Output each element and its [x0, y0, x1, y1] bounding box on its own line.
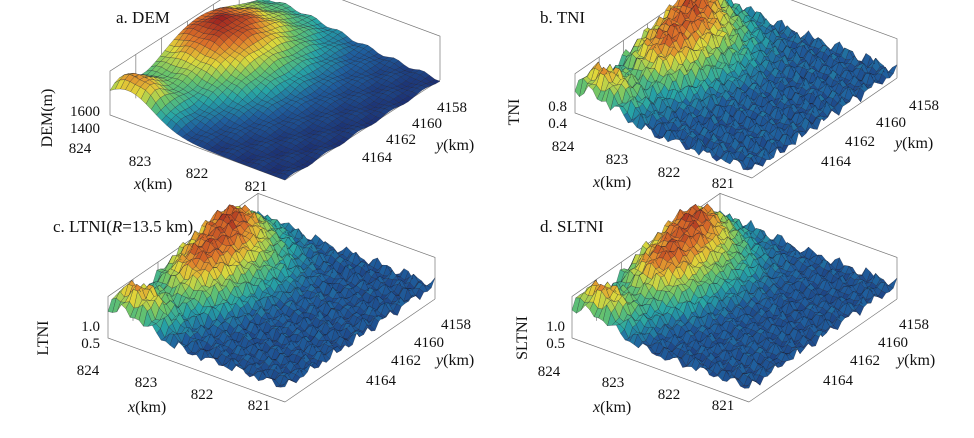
surface-facet — [574, 78, 584, 97]
x-tick-label: 824 — [69, 141, 92, 157]
dem-surface — [109, 0, 441, 181]
panel-d-sltni: d. SLTNI SLTNI 1.0 0.5 824 823 822 821 x… — [487, 192, 974, 438]
x-axis-label: x(km) — [133, 176, 172, 193]
y-tick-label: 4158 — [437, 100, 467, 116]
tni-surface-chart: b. TNI TNI 0.8 0.4 824 823 822 821 x(km)… — [506, 0, 939, 192]
x-tick-label: 823 — [135, 375, 158, 391]
x-tick-label: 822 — [186, 166, 209, 182]
y-tick-label: 4164 — [821, 154, 852, 170]
axis-box-line — [748, 298, 898, 403]
x-tick-label: 822 — [191, 387, 214, 403]
y-tick-label: 4160 — [414, 335, 444, 351]
y-tick-label: 4160 — [412, 116, 442, 132]
panel-c-ltni: c. LTNI(R=13.5 km) LTNI 1.0 0.5 824 823 … — [0, 192, 487, 438]
axis-box-line — [284, 298, 436, 403]
surface-facet — [107, 297, 117, 313]
x-tick-label: 821 — [245, 179, 268, 195]
y-axis-label: y(km) — [434, 352, 474, 369]
axis-box-line — [264, 0, 441, 80]
y-tick-label: 4162 — [386, 132, 416, 148]
z-axis-label: LTNI — [35, 321, 52, 356]
surface-facet — [888, 64, 898, 74]
z-tick-label: 0.4 — [548, 116, 567, 132]
y-tick-label: 4162 — [845, 134, 875, 150]
panel-a-dem: a. DEM DEM(m) 1600 1400 824 823 822 821 … — [0, 0, 487, 219]
y-axis-label: y(km) — [893, 135, 933, 152]
x-tick-label: 824 — [552, 139, 575, 155]
x-tick-label: 822 — [658, 165, 681, 181]
y-tick-label: 4158 — [441, 317, 471, 333]
z-tick-label: 1.0 — [81, 319, 100, 335]
y-tick-label: 4158 — [909, 98, 939, 114]
axis-box-line — [719, 0, 898, 78]
x-tick-label: 824 — [77, 363, 100, 379]
ltni-surface — [107, 204, 436, 388]
z-axis-label: DEM(m) — [39, 89, 56, 148]
x-axis-label: x(km) — [127, 399, 166, 416]
x-tick-label: 823 — [129, 154, 152, 170]
panel-title: c. LTNI(R=13.5 km) — [53, 217, 193, 236]
y-axis-label: y(km) — [434, 137, 474, 154]
dem-surface-chart: a. DEM DEM(m) 1600 1400 824 823 822 821 … — [39, 0, 474, 195]
x-axis-label: x(km) — [592, 174, 631, 191]
panel-title: b. TNI — [540, 8, 585, 27]
y-tick-label: 4164 — [366, 373, 397, 389]
x-tick-label: 821 — [712, 176, 735, 192]
sltni-surface-chart: d. SLTNI SLTNI 1.0 0.5 824 823 822 821 x… — [514, 192, 935, 416]
z-tick-label: 1600 — [70, 104, 100, 120]
axis-box-line — [751, 77, 898, 179]
y-tick-label: 4162 — [391, 353, 421, 369]
x-tick-label: 823 — [606, 152, 629, 168]
x-tick-label: 821 — [248, 398, 271, 414]
z-axis-label: TNI — [506, 99, 523, 126]
y-tick-label: 4164 — [362, 150, 393, 166]
surface-facet — [109, 79, 120, 91]
panel-b-tni: b. TNI TNI 0.8 0.4 824 823 822 821 x(km)… — [487, 0, 974, 219]
ltni-surface-chart: c. LTNI(R=13.5 km) LTNI 1.0 0.5 824 823 … — [35, 192, 474, 416]
sltni-surface — [571, 203, 898, 389]
z-tick-label: 0.5 — [81, 336, 100, 352]
tni-surface — [574, 0, 898, 171]
z-tick-label: 1400 — [70, 121, 100, 137]
panel-title: a. DEM — [116, 8, 170, 27]
z-tick-label: 0.8 — [548, 99, 567, 115]
y-tick-label: 4160 — [876, 115, 906, 131]
